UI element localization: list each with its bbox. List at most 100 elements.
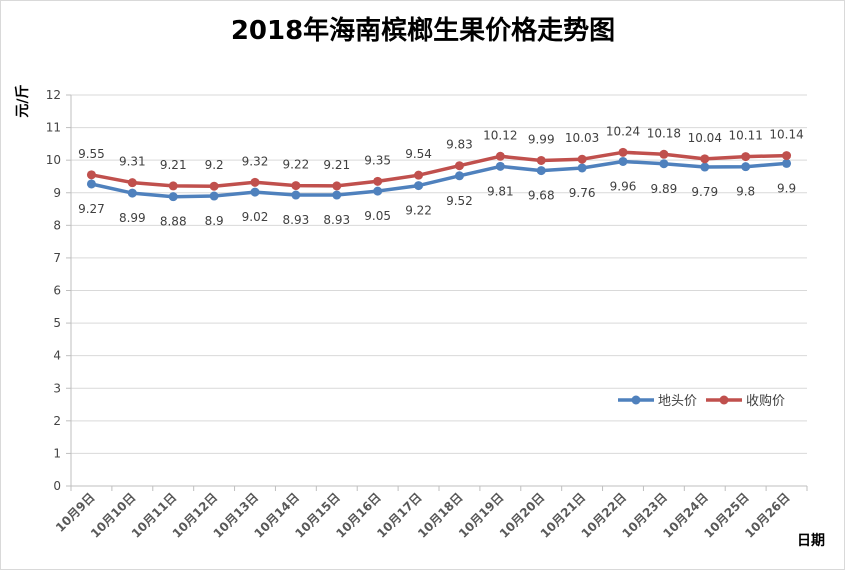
legend-marker bbox=[719, 395, 729, 405]
data-label: 10.18 bbox=[647, 126, 681, 140]
data-point bbox=[168, 192, 178, 202]
y-tick-label: 7 bbox=[53, 251, 61, 265]
y-tick-label: 0 bbox=[53, 479, 61, 493]
data-point bbox=[659, 149, 669, 159]
legend-label: 地头价 bbox=[658, 394, 697, 409]
data-point bbox=[536, 155, 546, 165]
data-label: 9.02 bbox=[242, 210, 269, 224]
series-line-0 bbox=[89, 159, 789, 199]
data-label: 9.05 bbox=[364, 209, 391, 223]
data-label: 9.31 bbox=[119, 155, 146, 169]
y-tick-label: 11 bbox=[46, 121, 61, 135]
y-tick-label: 6 bbox=[53, 284, 61, 298]
data-point bbox=[577, 154, 587, 164]
data-label: 8.93 bbox=[283, 213, 310, 227]
data-point bbox=[741, 162, 751, 172]
y-tick-label: 4 bbox=[53, 349, 61, 363]
data-label: 9.55 bbox=[78, 147, 105, 161]
data-point bbox=[495, 161, 505, 171]
data-point bbox=[209, 191, 219, 201]
data-point bbox=[127, 188, 137, 198]
y-tick-label: 10 bbox=[46, 153, 61, 167]
data-point bbox=[618, 156, 628, 166]
y-tick-label: 5 bbox=[53, 316, 61, 330]
data-label: 10.12 bbox=[483, 128, 517, 142]
data-label: 9.8 bbox=[736, 185, 755, 199]
data-point bbox=[741, 152, 751, 162]
y-tick-label: 1 bbox=[53, 446, 61, 460]
gridlines bbox=[70, 94, 807, 487]
data-point bbox=[782, 151, 792, 161]
data-label: 9.54 bbox=[405, 147, 432, 161]
data-point bbox=[250, 187, 260, 197]
legend-label: 收购价 bbox=[746, 393, 785, 409]
data-point bbox=[700, 154, 710, 164]
data-point bbox=[659, 159, 669, 169]
data-point bbox=[414, 181, 424, 191]
data-label: 9.89 bbox=[651, 182, 678, 196]
series-lines bbox=[86, 147, 792, 202]
data-point bbox=[782, 158, 792, 168]
data-label: 9.79 bbox=[691, 185, 718, 199]
data-point bbox=[168, 181, 178, 191]
data-point bbox=[86, 170, 96, 180]
legend: 地头价 收购价 bbox=[618, 393, 785, 409]
data-point bbox=[495, 151, 505, 161]
data-label: 9.52 bbox=[446, 194, 473, 208]
x-axis-ticks: 10月9日10月10日10月11日10月12日10月13日10月14日10月15… bbox=[53, 486, 808, 541]
data-point bbox=[373, 176, 383, 186]
data-point bbox=[332, 190, 342, 200]
data-label: 8.99 bbox=[119, 211, 146, 225]
y-tick-label: 3 bbox=[53, 381, 61, 395]
data-label: 10.04 bbox=[688, 131, 722, 145]
data-label: 9.22 bbox=[283, 158, 310, 172]
data-point bbox=[86, 179, 96, 189]
data-point bbox=[127, 178, 137, 188]
data-label: 9.22 bbox=[405, 204, 432, 218]
data-labels: 9.27 8.99 8.88 8.9 9.02 8.93 8.93 9.05 9.22 9.52 9… bbox=[78, 124, 804, 228]
data-label: 9.27 bbox=[78, 202, 105, 216]
data-label: 9.81 bbox=[487, 184, 514, 198]
data-point bbox=[209, 181, 219, 191]
y-tick-label: 12 bbox=[46, 88, 61, 102]
x-tick-label: 10月26日 bbox=[742, 490, 792, 540]
data-label: 9.68 bbox=[528, 189, 555, 203]
data-label: 8.93 bbox=[323, 213, 350, 227]
data-label: 10.14 bbox=[769, 128, 803, 142]
data-point bbox=[414, 170, 424, 180]
legend-marker bbox=[631, 395, 641, 405]
data-label: 9.2 bbox=[205, 158, 224, 172]
data-point bbox=[454, 161, 464, 171]
data-point bbox=[291, 181, 301, 191]
data-label: 8.9 bbox=[205, 214, 224, 228]
y-tick-label: 9 bbox=[53, 186, 61, 200]
data-label: 9.99 bbox=[528, 132, 555, 146]
y-axis-label: 元/斤 bbox=[14, 84, 31, 117]
data-point bbox=[291, 190, 301, 200]
data-point bbox=[618, 147, 628, 157]
data-label: 9.9 bbox=[777, 181, 796, 195]
data-point bbox=[700, 162, 710, 172]
chart-title: 2018年海南槟榔生果价格走势图 bbox=[231, 15, 615, 46]
data-label: 9.83 bbox=[446, 138, 473, 152]
data-label: 10.24 bbox=[606, 124, 640, 138]
data-label: 9.21 bbox=[160, 158, 187, 172]
data-point bbox=[373, 186, 383, 196]
data-label: 9.96 bbox=[610, 179, 637, 193]
data-point bbox=[454, 171, 464, 181]
data-point bbox=[332, 181, 342, 191]
data-label: 10.03 bbox=[565, 131, 599, 145]
data-point bbox=[536, 166, 546, 176]
data-point bbox=[250, 177, 260, 187]
y-tick-label: 2 bbox=[53, 414, 61, 428]
data-label: 9.21 bbox=[323, 158, 350, 172]
data-label: 8.88 bbox=[160, 215, 187, 229]
data-point bbox=[577, 163, 587, 173]
y-tick-label: 8 bbox=[53, 218, 61, 232]
data-label: 10.11 bbox=[728, 129, 762, 143]
x-axis-label: 日期 bbox=[797, 533, 825, 549]
data-label: 9.35 bbox=[364, 153, 391, 167]
